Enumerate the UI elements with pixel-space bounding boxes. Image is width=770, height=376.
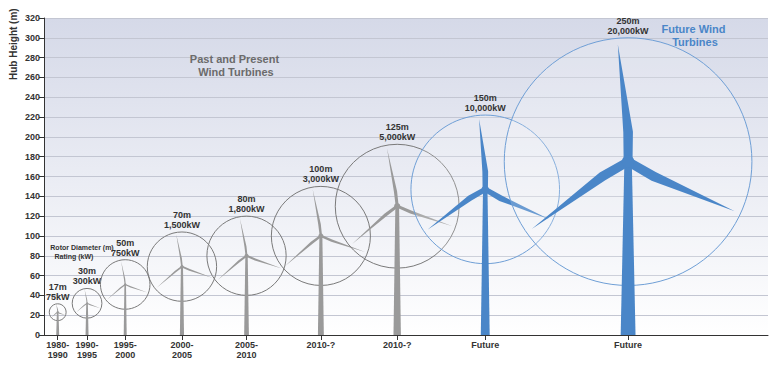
svg-text:Future Wind: Future Wind: [661, 23, 728, 35]
svg-text:2000: 2000: [115, 350, 135, 360]
svg-text:320: 320: [25, 13, 40, 23]
svg-text:2010: 2010: [237, 350, 257, 360]
svg-text:Wind Turbines: Wind Turbines: [198, 66, 273, 78]
svg-text:1,800kW: 1,800kW: [229, 204, 266, 214]
svg-text:Hub Height (m): Hub Height (m): [8, 8, 19, 80]
svg-text:125m: 125m: [386, 122, 409, 132]
svg-text:Future: Future: [614, 340, 642, 350]
svg-text:2005-: 2005-: [235, 340, 258, 350]
svg-text:750kW: 750kW: [111, 248, 140, 258]
svg-text:140: 140: [25, 191, 40, 201]
svg-text:100m: 100m: [309, 164, 332, 174]
svg-text:220: 220: [25, 112, 40, 122]
svg-text:1995-: 1995-: [114, 340, 137, 350]
svg-text:180: 180: [25, 152, 40, 162]
svg-text:60: 60: [30, 271, 40, 281]
svg-text:100: 100: [25, 231, 40, 241]
svg-text:5,000kW: 5,000kW: [379, 132, 416, 142]
svg-text:17m: 17m: [49, 282, 67, 292]
svg-text:Rating (kW): Rating (kW): [55, 253, 94, 261]
svg-text:Turbines: Turbines: [672, 36, 718, 48]
svg-text:30m: 30m: [78, 266, 96, 276]
svg-text:1990: 1990: [48, 350, 68, 360]
svg-text:200: 200: [25, 132, 40, 142]
svg-text:75kW: 75kW: [46, 292, 70, 302]
svg-text:2005: 2005: [172, 350, 192, 360]
svg-text:120: 120: [25, 211, 40, 221]
svg-text:260: 260: [25, 72, 40, 82]
svg-text:50m: 50m: [116, 238, 134, 248]
svg-text:Future: Future: [471, 340, 499, 350]
svg-text:Past and Present: Past and Present: [190, 53, 282, 65]
svg-text:1,500kW: 1,500kW: [164, 220, 201, 230]
svg-text:80m: 80m: [238, 194, 256, 204]
svg-text:160: 160: [25, 172, 40, 182]
svg-text:300: 300: [25, 33, 40, 43]
svg-text:250m: 250m: [617, 16, 640, 26]
svg-text:80: 80: [30, 251, 40, 261]
svg-text:150m: 150m: [474, 93, 497, 103]
svg-text:280: 280: [25, 53, 40, 63]
svg-text:70m: 70m: [173, 210, 191, 220]
svg-text:2010-?: 2010-?: [307, 340, 336, 350]
svg-text:10,000kW: 10,000kW: [465, 103, 507, 113]
svg-text:Rotor Diameter (m): Rotor Diameter (m): [50, 244, 113, 252]
svg-text:1980-: 1980-: [46, 340, 69, 350]
svg-text:300kW: 300kW: [73, 276, 102, 286]
svg-text:40: 40: [30, 290, 40, 300]
svg-text:2000-: 2000-: [170, 340, 193, 350]
svg-text:1990-: 1990-: [76, 340, 99, 350]
svg-text:0: 0: [35, 330, 40, 340]
svg-text:3,000kW: 3,000kW: [303, 174, 340, 184]
svg-text:20: 20: [30, 310, 40, 320]
svg-text:1995: 1995: [77, 350, 97, 360]
svg-text:2010-?: 2010-?: [383, 340, 412, 350]
svg-text:20,000kW: 20,000kW: [608, 26, 650, 36]
svg-text:240: 240: [25, 92, 40, 102]
